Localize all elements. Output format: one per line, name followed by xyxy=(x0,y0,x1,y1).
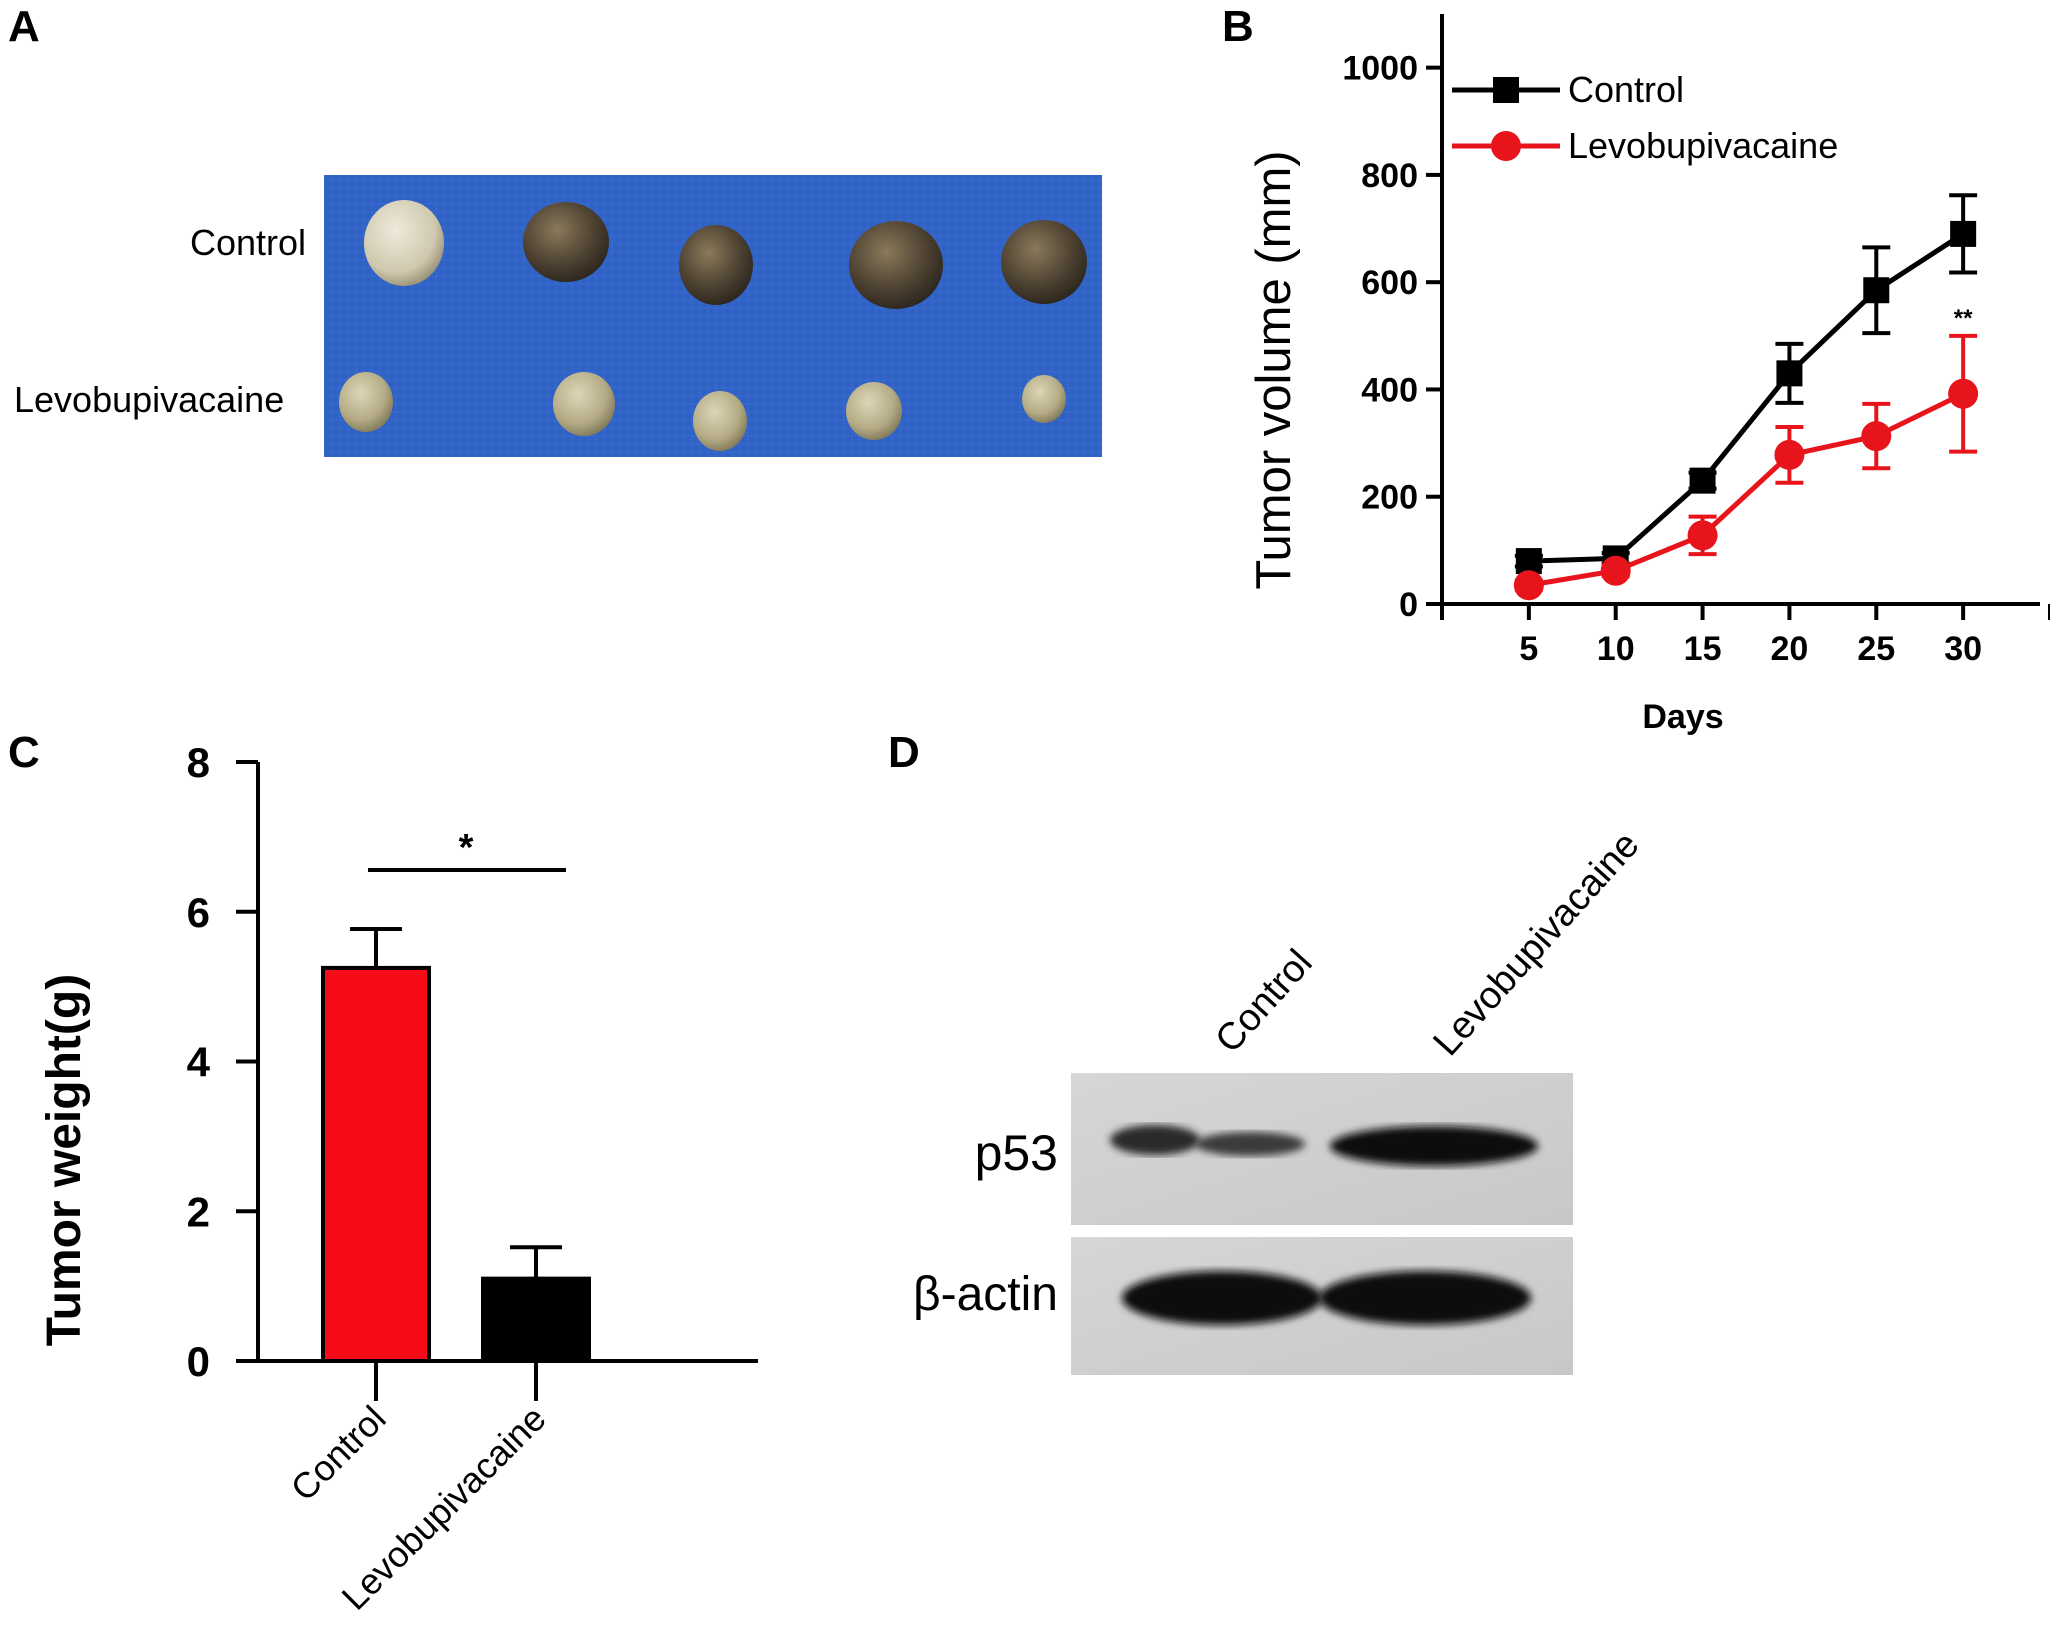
chart-b-point xyxy=(1861,421,1892,452)
blot-row-label-actin: β-actin xyxy=(913,1268,1058,1321)
blot-lane-label-control: Control xyxy=(1207,942,1320,1061)
chart-b-y-tick-label: 0 xyxy=(1399,586,1418,624)
panel-label-d: D xyxy=(888,728,920,777)
chart-c-y-tick-label: 4 xyxy=(187,1039,211,1086)
legend-marker xyxy=(1493,77,1519,103)
chart-c-ylabel: Tumor weight(g) xyxy=(38,974,91,1346)
panel-label-a: A xyxy=(8,2,40,51)
chart-b-series-line xyxy=(1528,231,1965,564)
blot-row-label-p53: p53 xyxy=(975,1125,1058,1181)
photo-row-label-control: Control xyxy=(190,222,307,263)
chart-b-ylabel: Tumor volume (mm) xyxy=(1247,150,1301,589)
band-p53-levo xyxy=(1330,1126,1538,1166)
band-p53-control-b xyxy=(1195,1132,1305,1156)
legend-label: Control xyxy=(1568,69,1684,110)
chart-c-y-tick-label: 8 xyxy=(187,739,210,786)
band-actin-levo xyxy=(1319,1271,1531,1325)
chart-b-y-tick-label: 400 xyxy=(1361,371,1418,409)
chart-b-point xyxy=(1863,277,1890,304)
chart-b-xlabel: Days xyxy=(1642,698,1723,736)
band-actin-control xyxy=(1122,1271,1322,1325)
legend-label: Levobupivacaine xyxy=(1568,125,1838,166)
chart-b-y-tick-label: 600 xyxy=(1361,264,1418,302)
chart-c-bar xyxy=(481,1276,591,1363)
chart-b-point xyxy=(1948,378,1979,409)
legend-marker xyxy=(1491,131,1521,161)
chart-b-x-tick-label: 20 xyxy=(1771,630,1809,668)
blot-lane-label-levobupivacaine: Levobupivacaine xyxy=(1425,824,1647,1064)
panel-label-b: B xyxy=(1222,2,1254,51)
chart-b-point xyxy=(1689,467,1716,494)
band-p53-control-a xyxy=(1110,1125,1200,1155)
chart-b-point xyxy=(1515,548,1542,575)
chart-b-x-tick-label: 25 xyxy=(1857,630,1895,668)
chart-b-point xyxy=(1776,360,1803,387)
chart-b-y-tick-label: 200 xyxy=(1361,479,1418,517)
chart-b-y-tick-label: 800 xyxy=(1361,157,1418,195)
chart-b-point xyxy=(1774,439,1805,470)
chart-c-significance: * xyxy=(459,827,474,869)
chart-b-y-tick-label: 1000 xyxy=(1342,50,1418,88)
chart-b-x-tick-label: 5 xyxy=(1519,630,1538,668)
chart-b-x-tick-label: 30 xyxy=(1944,630,1982,668)
chart-b-point xyxy=(1687,520,1718,551)
chart-b-point xyxy=(1600,555,1631,586)
chart-b-x-tick-label: 15 xyxy=(1684,630,1722,668)
chart-b-x-tick-label: 10 xyxy=(1597,630,1635,668)
chart-c-y-tick-label: 2 xyxy=(187,1188,210,1235)
photo-row-label-levobupivacaine: Levobupivacaine xyxy=(14,379,285,420)
chart-c-y-tick-label: 0 xyxy=(187,1338,210,1385)
chart-b-point xyxy=(1513,570,1544,601)
panel-label-c: C xyxy=(8,728,40,777)
chart-c-bar xyxy=(321,965,431,1363)
chart-b-point xyxy=(1950,220,1977,247)
chart-b-significance: ** xyxy=(1954,305,1973,332)
chart-c-y-tick-label: 6 xyxy=(187,889,210,936)
